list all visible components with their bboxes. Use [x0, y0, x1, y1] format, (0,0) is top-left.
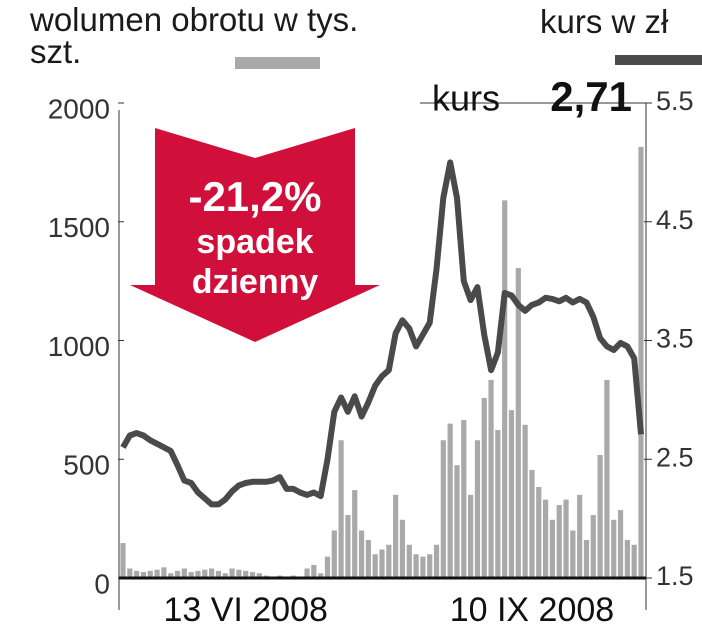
- bar: [236, 569, 242, 578]
- bar: [154, 569, 160, 578]
- bar: [140, 572, 147, 578]
- bar: [222, 573, 228, 578]
- legend-swatch: [615, 55, 702, 65]
- bar: [529, 469, 535, 578]
- bar: [611, 519, 617, 578]
- bar: [481, 397, 487, 578]
- bar: [590, 515, 596, 578]
- bar: [515, 268, 521, 578]
- bar: [372, 554, 378, 578]
- annotation: -21,2%: [188, 173, 321, 220]
- bar: [433, 544, 440, 578]
- bar: [638, 146, 644, 578]
- bar: [243, 570, 249, 578]
- bar: [229, 568, 235, 578]
- bar: [358, 530, 365, 578]
- bar: [577, 494, 583, 578]
- x-tick-label: 13 VI 2008: [163, 591, 327, 629]
- bar: [502, 200, 508, 578]
- bar: [604, 379, 610, 578]
- bar: [631, 544, 637, 578]
- bar: [174, 570, 181, 578]
- bar: [474, 440, 481, 578]
- bar: [127, 568, 133, 578]
- bar: [379, 549, 385, 578]
- bar: [365, 540, 371, 578]
- price-line: [120, 159, 644, 508]
- bar: [495, 430, 501, 578]
- bar: [406, 544, 412, 578]
- bar: [454, 465, 460, 578]
- bar: [583, 540, 590, 578]
- y2-tick-label: 1.5: [656, 561, 694, 591]
- legend-label: kurs w zł: [540, 3, 669, 40]
- bar: [488, 379, 494, 578]
- y2-tick-label: 4.5: [656, 205, 694, 235]
- bar: [427, 554, 433, 578]
- legend-price: kurs w zł: [540, 3, 669, 40]
- bar: [624, 540, 630, 578]
- value-label: 2,71: [550, 73, 632, 120]
- bar: [168, 573, 174, 578]
- bar: [556, 505, 562, 578]
- bar: [399, 519, 406, 578]
- y-tick-label: 2000: [48, 93, 110, 124]
- bar: [202, 569, 208, 578]
- bar: [256, 573, 262, 578]
- bar: [386, 544, 392, 578]
- bar: [597, 454, 603, 578]
- y-tick-label: 1000: [48, 331, 110, 362]
- bar: [549, 519, 555, 578]
- bar: [570, 530, 576, 578]
- bar: [447, 423, 453, 578]
- y-tick-label: 500: [63, 450, 110, 481]
- legend-volume: wolumen obrotu w tys. szt.: [30, 1, 360, 70]
- bar: [324, 556, 331, 578]
- bar: [345, 515, 351, 578]
- bar: [440, 440, 446, 578]
- bar: [134, 570, 140, 578]
- bar: [188, 572, 194, 578]
- annotation: kurs: [432, 78, 500, 119]
- legend-label: wolumen obrotu w tys. szt.: [30, 1, 359, 70]
- bar: [147, 570, 153, 578]
- y-tick-label: 1500: [48, 212, 110, 243]
- bar: [249, 572, 256, 578]
- bar: [420, 556, 426, 578]
- legend-swatch: [235, 57, 320, 69]
- bar: [508, 410, 515, 578]
- bar: [393, 494, 399, 578]
- bar: [209, 568, 215, 578]
- bar: [352, 490, 358, 578]
- annotation-arrow: [130, 128, 380, 342]
- bar: [304, 568, 310, 578]
- bar: [161, 567, 167, 578]
- y2-tick-label: 3.5: [656, 324, 694, 354]
- y-tick-label: 0: [94, 568, 110, 599]
- annotation: dzienny: [192, 263, 319, 301]
- bar: [617, 510, 624, 578]
- bar: [215, 570, 222, 578]
- bar: [181, 568, 187, 578]
- y2-tick-label: 5.5: [656, 86, 694, 116]
- bar: [318, 573, 324, 578]
- bar: [311, 564, 317, 578]
- bar: [331, 530, 337, 578]
- bar: [195, 570, 201, 578]
- bar: [522, 424, 528, 578]
- bar: [461, 420, 467, 578]
- bar: [468, 494, 474, 578]
- annotation: spadek: [196, 223, 313, 261]
- bar: [413, 554, 419, 578]
- bar: [338, 440, 344, 578]
- bar: [120, 543, 126, 578]
- x-tick-label: 10 IX 2008: [450, 591, 614, 629]
- y2-tick-label: 2.5: [656, 442, 694, 472]
- bar: [563, 499, 569, 578]
- bar: [542, 499, 549, 578]
- bar: [536, 487, 542, 578]
